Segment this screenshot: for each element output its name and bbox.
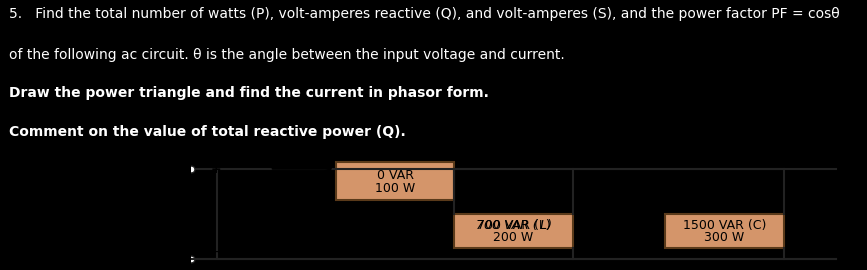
Text: E  =  100 V †0°: E = 100 V †0° bbox=[224, 207, 326, 220]
Text: Load  3: Load 3 bbox=[703, 195, 746, 208]
Text: 0 VAR: 0 VAR bbox=[376, 169, 414, 182]
Text: Draw the power triangle and find the current in phasor form.: Draw the power triangle and find the cur… bbox=[9, 86, 488, 100]
Text: Comment on the value of total reactive power (Q).: Comment on the value of total reactive p… bbox=[9, 125, 406, 139]
FancyBboxPatch shape bbox=[665, 214, 784, 248]
Text: 100 W: 100 W bbox=[375, 182, 415, 195]
Text: Load  1: Load 1 bbox=[374, 143, 416, 156]
Text: 200 W: 200 W bbox=[493, 231, 534, 244]
Text: of the following ac circuit. θ is the angle between the input voltage and curren: of the following ac circuit. θ is the an… bbox=[9, 48, 564, 62]
Text: 1500 VAR (C): 1500 VAR (C) bbox=[683, 219, 766, 232]
Text: I: I bbox=[297, 154, 301, 167]
Text: 700 VAR (L): 700 VAR (L) bbox=[477, 219, 551, 232]
Text: +: + bbox=[211, 163, 221, 176]
Text: 300 W: 300 W bbox=[704, 231, 745, 244]
FancyBboxPatch shape bbox=[336, 162, 454, 200]
Text: 5.   Find the total number of watts (​P​), volt-amperes reactive (Q), and volt-a: 5. Find the total number of watts (​P​),… bbox=[9, 7, 839, 21]
Text: 700 VAR ( ​L​): 700 VAR ( ​L​) bbox=[476, 219, 551, 232]
Text: −: − bbox=[211, 244, 222, 258]
FancyBboxPatch shape bbox=[454, 214, 573, 248]
Text: Load  2: Load 2 bbox=[492, 195, 535, 208]
